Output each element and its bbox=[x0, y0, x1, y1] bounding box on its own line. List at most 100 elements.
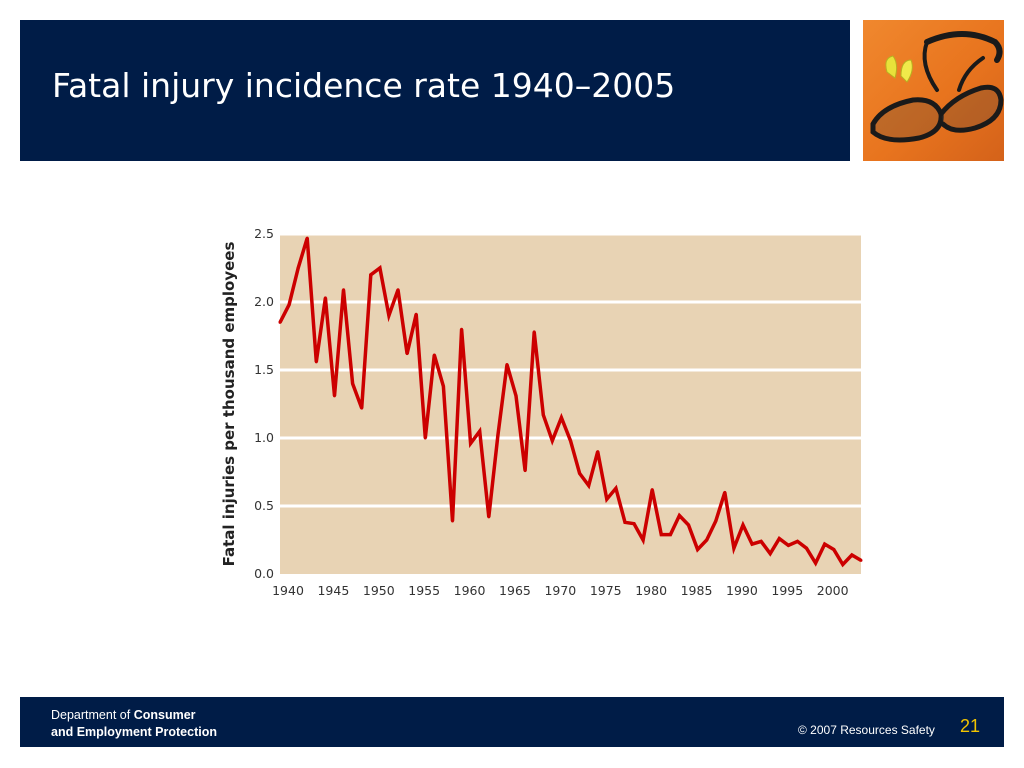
data-point bbox=[786, 543, 790, 547]
data-point bbox=[677, 514, 681, 518]
x-tick-label: 1980 bbox=[635, 583, 667, 598]
data-point bbox=[360, 406, 364, 410]
x-tick-label: 1990 bbox=[726, 583, 758, 598]
data-point bbox=[387, 314, 391, 318]
x-tick-label: 1970 bbox=[544, 583, 576, 598]
department-name: Department of Consumer and Employment Pr… bbox=[51, 707, 217, 741]
fatal-injury-line-chart: 0.00.51.01.52.02.5 1940 1945 1950 1955 1960 1… bbox=[220, 226, 863, 598]
x-tick-label: 1945 bbox=[317, 583, 349, 598]
x-tick-label: 1975 bbox=[590, 583, 622, 598]
data-point bbox=[450, 519, 454, 523]
data-point bbox=[559, 416, 563, 420]
title-bar: Fatal injury incidence rate 1940–2005 bbox=[20, 20, 850, 161]
x-axis-ticks: 1940 1945 1950 1955 1960 1965 1970 1975 1980 1985… bbox=[272, 583, 849, 598]
data-point bbox=[287, 303, 291, 307]
data-point bbox=[823, 542, 827, 546]
data-point bbox=[768, 552, 772, 556]
data-point bbox=[314, 360, 318, 364]
data-point bbox=[777, 537, 781, 541]
data-point bbox=[505, 363, 509, 367]
data-point bbox=[351, 382, 355, 386]
y-axis-ticks: 0.0 0.5 1.0 1.5 2.0 2.5 bbox=[254, 226, 274, 581]
data-point bbox=[832, 548, 836, 552]
data-point bbox=[342, 288, 346, 292]
data-point bbox=[523, 469, 527, 473]
data-point bbox=[641, 538, 645, 542]
data-point bbox=[841, 562, 845, 566]
data-point bbox=[659, 533, 663, 537]
chart: 0.0 0.5 1.0 1.5 2.0 2.5 1940 1945 1950 1955 1960 1… bbox=[210, 222, 880, 612]
safety-glasses-icon bbox=[870, 31, 1004, 143]
data-point bbox=[732, 546, 736, 550]
data-point bbox=[805, 546, 809, 550]
dept-bold-2: and Employment Protection bbox=[51, 725, 217, 739]
y-tick-label: 1.5 bbox=[254, 362, 274, 377]
earplugs-icon bbox=[885, 55, 913, 83]
y-tick-label: 0.0 bbox=[254, 566, 274, 581]
x-tick-label: 1950 bbox=[363, 583, 395, 598]
data-point bbox=[687, 523, 691, 527]
y-tick-label: 2.5 bbox=[254, 226, 274, 241]
data-point bbox=[750, 542, 754, 546]
data-point bbox=[587, 484, 591, 488]
data-point bbox=[623, 520, 627, 524]
data-point bbox=[460, 327, 464, 331]
data-point bbox=[795, 539, 799, 543]
data-points bbox=[278, 236, 863, 566]
data-point bbox=[596, 450, 600, 454]
data-point bbox=[705, 538, 709, 542]
data-point bbox=[378, 266, 382, 270]
data-point bbox=[814, 561, 818, 565]
data-point bbox=[369, 273, 373, 277]
data-point bbox=[759, 539, 763, 543]
data-point bbox=[532, 330, 536, 334]
data-point bbox=[496, 433, 500, 437]
data-point bbox=[859, 558, 863, 562]
data-point bbox=[469, 441, 473, 445]
y-tick-label: 1.0 bbox=[254, 430, 274, 445]
data-point bbox=[323, 296, 327, 300]
dept-bold-1: Consumer bbox=[133, 708, 196, 722]
y-tick-label: 2.0 bbox=[254, 294, 274, 309]
safety-glasses-earplugs-icon bbox=[870, 31, 1004, 143]
x-tick-label: 2000 bbox=[817, 583, 849, 598]
data-point bbox=[423, 436, 427, 440]
data-point bbox=[396, 288, 400, 292]
data-point bbox=[614, 486, 618, 490]
x-tick-label: 1955 bbox=[408, 583, 440, 598]
page-number: 21 bbox=[960, 716, 981, 736]
x-tick-label: 1985 bbox=[681, 583, 713, 598]
data-point bbox=[541, 413, 545, 417]
data-point bbox=[296, 266, 300, 270]
data-point bbox=[668, 533, 672, 537]
data-point bbox=[650, 488, 654, 492]
safety-gear-photo bbox=[863, 20, 1004, 161]
data-point bbox=[514, 394, 518, 398]
data-point bbox=[550, 439, 554, 443]
data-point bbox=[278, 320, 282, 324]
data-point bbox=[305, 236, 309, 240]
footer: Department of Consumer and Employment Pr… bbox=[20, 697, 1004, 747]
data-point bbox=[478, 429, 482, 433]
data-point bbox=[696, 548, 700, 552]
data-point bbox=[332, 394, 336, 398]
data-point bbox=[632, 522, 636, 526]
data-point bbox=[414, 312, 418, 316]
data-point bbox=[714, 519, 718, 523]
data-point bbox=[432, 353, 436, 357]
plot-background bbox=[280, 234, 861, 574]
data-point bbox=[578, 471, 582, 475]
data-point bbox=[441, 384, 445, 388]
data-point bbox=[741, 523, 745, 527]
data-point bbox=[723, 490, 727, 494]
x-tick-label: 1960 bbox=[454, 583, 486, 598]
y-tick-label: 0.5 bbox=[254, 498, 274, 513]
x-tick-label: 1995 bbox=[771, 583, 803, 598]
gridlines bbox=[280, 232, 861, 508]
data-point bbox=[569, 439, 572, 443]
data-point bbox=[605, 497, 609, 501]
data-point bbox=[405, 352, 409, 356]
y-axis-label: Fatal injuries per thousand employees bbox=[220, 242, 238, 567]
data-point bbox=[487, 515, 491, 519]
copyright: © 2007 Resources Safety bbox=[798, 723, 935, 737]
